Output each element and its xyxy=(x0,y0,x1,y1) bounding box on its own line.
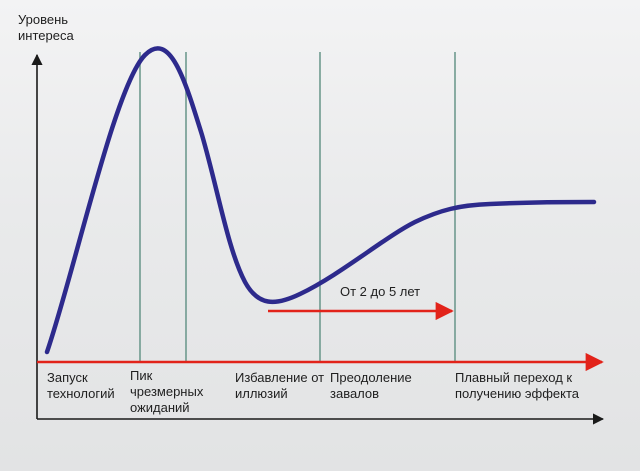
stage-label-disillusionment: Избавление от иллюзий xyxy=(235,370,324,402)
y-axis-label-line-1: Уровень xyxy=(18,12,69,27)
stage-label-line: технологий xyxy=(47,386,115,401)
y-axis-label-line-2: интереса xyxy=(18,28,74,43)
stage-label-plateau: Плавный переход к получению эффекта xyxy=(455,370,579,402)
stage-label-launch: Запуск технологий xyxy=(47,370,115,402)
stage-label-line: завалов xyxy=(330,386,380,401)
stage-label-line: Пик xyxy=(130,368,153,383)
stage-label-peak: Пик чрезмерных ожиданий xyxy=(130,368,203,416)
duration-label: От 2 до 5 лет xyxy=(340,284,421,299)
stage-label-line: ожиданий xyxy=(130,400,190,415)
stage-label-line: Избавление от xyxy=(235,370,325,385)
stage-label-line: иллюзий xyxy=(235,386,288,401)
hype-curve xyxy=(44,46,597,355)
stage-label-line: Преодоление xyxy=(330,370,412,385)
stage-label-line: Плавный переход к xyxy=(455,370,573,385)
stage-label-line: чрезмерных xyxy=(130,384,204,399)
stage-label-line: получению эффекта xyxy=(455,386,580,401)
stage-label-overcoming: Преодоление завалов xyxy=(330,370,412,402)
y-axis-label: Уровень интереса xyxy=(18,12,74,44)
stage-label-line: Запуск xyxy=(47,370,88,385)
